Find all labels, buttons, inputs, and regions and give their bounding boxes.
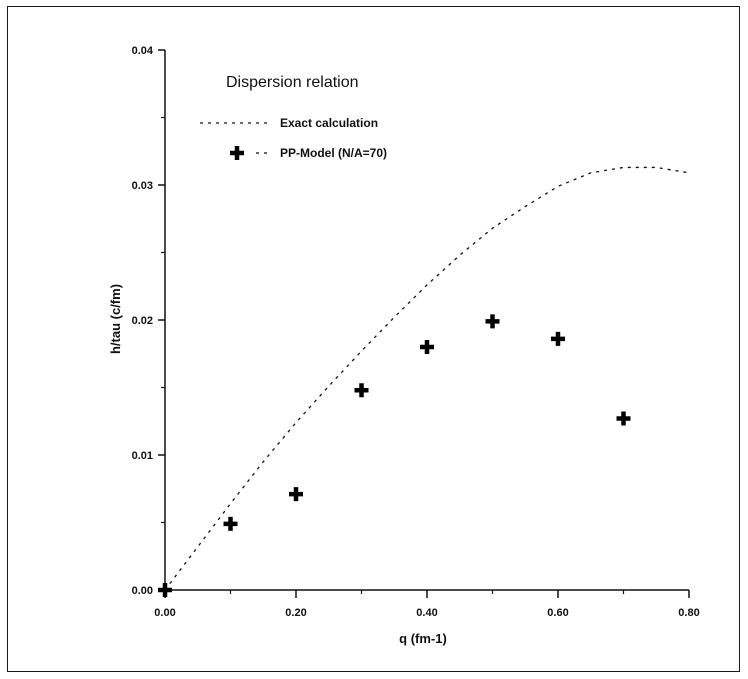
pp-model-point bbox=[485, 314, 500, 329]
x-tick-label: 0.40 bbox=[416, 607, 437, 619]
legend-label-pp: PP-Model (N/A=70) bbox=[280, 146, 387, 160]
y-tick-label: 0.02 bbox=[132, 315, 153, 327]
x-axis-label: q (fm-1) bbox=[399, 631, 447, 646]
pp-model-point bbox=[616, 411, 631, 426]
x-tick-label: 0.60 bbox=[547, 607, 568, 619]
exact-curve-group bbox=[164, 166, 690, 591]
pp-model-point bbox=[551, 331, 565, 346]
legend: Exact calculation PP-Model (N/A=70) bbox=[200, 116, 387, 160]
y-ticks: 0.00 0.01 0.02 0.03 0.04 bbox=[132, 45, 165, 597]
legend-label-exact: Exact calculation bbox=[280, 116, 378, 130]
y-tick-label: 0.01 bbox=[132, 450, 153, 462]
pp-model-point bbox=[289, 487, 303, 502]
x-ticks: 0.00 0.20 0.40 0.60 0.80 bbox=[154, 590, 700, 619]
chart-frame: 0.00 0.20 0.40 0.60 0.80 0.00 0.01 0.02 0.03 0.0… bbox=[7, 6, 740, 672]
pp-model-point bbox=[354, 383, 369, 398]
pp-model-point bbox=[223, 516, 238, 531]
y-tick-label: 0.03 bbox=[132, 180, 153, 192]
chart-svg: 0.00 0.20 0.40 0.60 0.80 0.000.010.020.030.0… bbox=[108, 45, 700, 646]
x-tick-label: 0.80 bbox=[678, 607, 699, 619]
y-axis-label: h/tau (c/fm) bbox=[108, 284, 123, 354]
pp-model-point bbox=[420, 340, 434, 354]
pp-model-point bbox=[158, 583, 172, 597]
exact-calculation-line bbox=[164, 166, 690, 591]
axes bbox=[164, 50, 689, 591]
pp-markers bbox=[158, 314, 631, 597]
y-tick-label: 0.04 bbox=[132, 45, 154, 57]
x-tick-label: 0.00 bbox=[154, 607, 175, 619]
y-tick-label: 0.00 bbox=[132, 585, 153, 597]
legend-plus-marker bbox=[230, 146, 244, 160]
x-tick-label: 0.20 bbox=[285, 607, 306, 619]
chart-title: Dispersion relation bbox=[226, 74, 359, 91]
